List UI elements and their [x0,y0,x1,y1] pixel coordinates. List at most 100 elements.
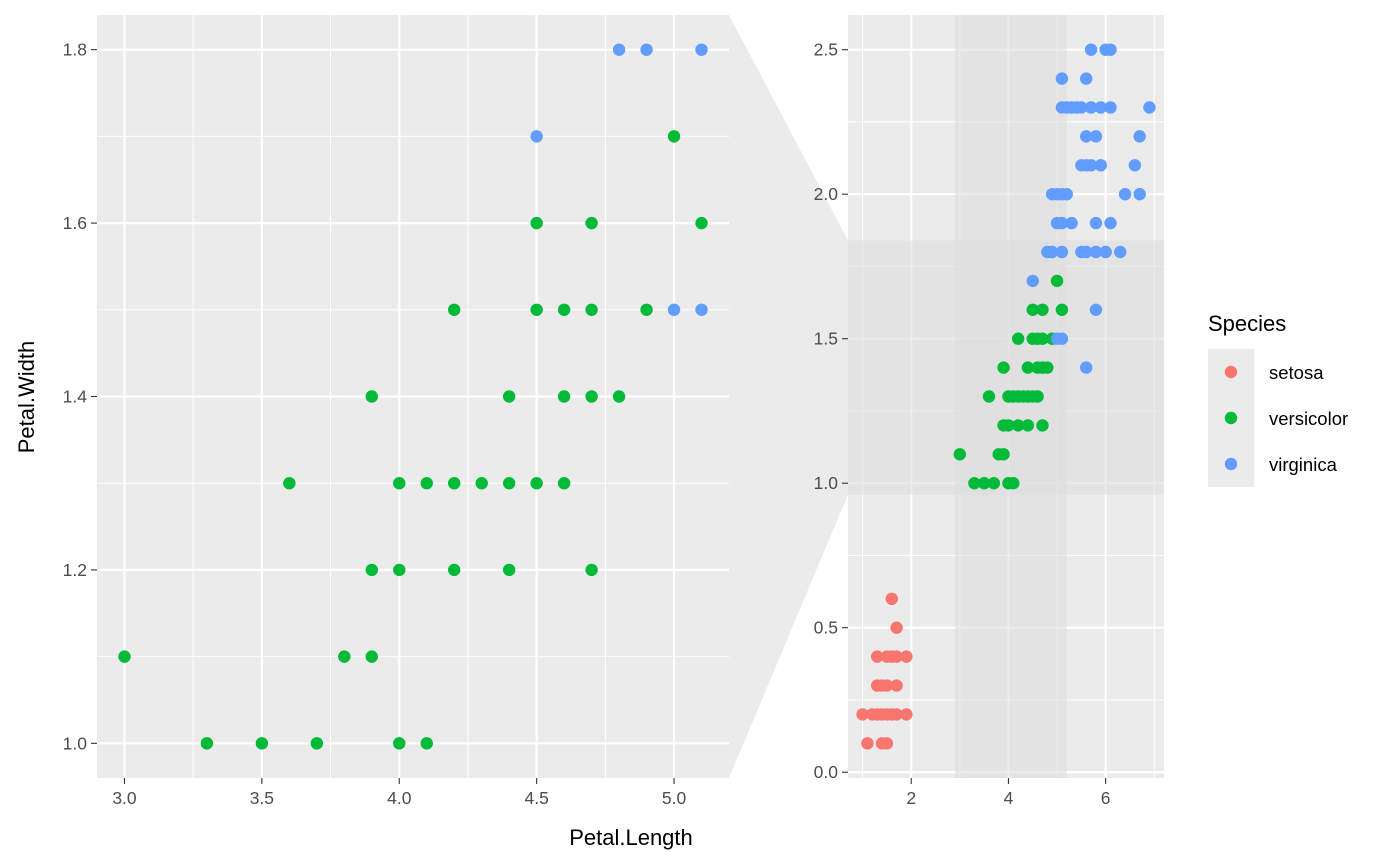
overview-point-setosa [890,708,903,721]
zoomed-point-versicolor [448,303,461,316]
zoomed-point-versicolor [283,477,296,490]
overview-x-tick-label: 6 [1101,788,1111,808]
overview-point-virginica [1080,130,1093,143]
zoomed-x-axis: 3.0 3.5 4.0 4.5 5.0 [112,778,686,808]
zoomed-point-versicolor [365,650,378,663]
overview-y-axis: 0.0 0.5 1.0 1.5 2.0 2.5 [814,40,848,782]
zoomed-point-versicolor [365,563,378,577]
overview-point-setosa [900,708,913,721]
zoomed-point-versicolor [448,563,461,577]
zoomed-point-versicolor [255,737,269,750]
overview-point-versicolor [1011,332,1025,345]
overview-point-versicolor [977,477,991,490]
zoomed-point-versicolor [420,737,433,750]
overview-point-virginica [1133,187,1146,201]
zoomed-y-tick-label: 1.4 [63,387,88,407]
zoomed-panel-grid [97,15,729,778]
legend-label-setosa: setosa [1269,362,1324,383]
zoomed-y-tick-label: 1.8 [63,40,87,60]
overview-point-versicolor [953,448,967,461]
overview-point-setosa [870,650,884,663]
zoomed-point-versicolor [502,477,516,490]
overview-point-setosa [890,679,903,692]
legend-items: setosa versicolor virginica [1224,362,1348,475]
zoomed-x-tick-label: 3.0 [112,788,137,808]
overview-point-virginica [1084,43,1098,56]
zoomed-point-versicolor [365,390,378,403]
legend-label-virginica: virginica [1269,454,1338,475]
overview-point-versicolor [997,361,1010,374]
zoomed-point-versicolor [585,303,598,316]
zoomed-point-versicolor [557,477,571,490]
overview-point-virginica [1104,43,1117,56]
zoomed-point-virginica [640,43,653,56]
overview-point-setosa [856,708,869,721]
overview-x-tick-label: 4 [1004,788,1014,808]
legend-key-virginica [1224,457,1238,471]
overview-x-tick-label: 2 [906,788,916,808]
overview-point-virginica [1055,72,1069,85]
overview-point-versicolor [1002,419,1015,432]
zoomed-point-versicolor [585,216,598,230]
overview-point-virginica [1089,130,1103,143]
overview-point-versicolor [1055,303,1069,316]
zoomed-point-versicolor [200,737,214,750]
overview-point-versicolor [1021,361,1035,374]
overview-y-tick-label: 2.0 [814,184,839,204]
zoomed-y-axis: 1.0 1.2 1.4 1.6 1.8 [63,40,97,753]
overview-point-virginica [1026,274,1039,288]
overview-point-setosa [861,737,874,750]
zoomed-y-tick-label: 1.0 [63,733,88,753]
overview-point-virginica [1065,216,1078,230]
zoomed-point-versicolor [557,390,571,403]
overview-point-virginica [1133,130,1146,143]
zoomed-point-versicolor [585,390,598,403]
zoomed-point-virginica [695,303,708,316]
overview-point-virginica [1099,245,1112,259]
overview-x-axis: 2 4 6 [906,778,1111,808]
zoomed-point-versicolor [393,477,406,490]
overview-point-versicolor [1026,303,1039,316]
overview-point-setosa [890,650,903,663]
legend-title: Species [1208,311,1286,336]
overview-point-virginica [1104,216,1117,230]
overview-point-virginica [1089,216,1103,230]
zoomed-point-versicolor [530,303,543,316]
zoomed-point-versicolor [420,477,433,490]
overview-point-virginica [1094,159,1108,172]
overview-point-setosa [880,679,894,692]
zoomed-point-versicolor [338,650,351,663]
overview-point-versicolor [987,477,1001,490]
overview-point-virginica [1114,245,1127,259]
zoomed-point-versicolor [502,390,516,403]
zoomed-point-versicolor [530,477,543,490]
overview-y-tick-label: 0.5 [814,618,838,638]
overview-point-virginica [1075,101,1088,114]
overview-point-virginica [1080,72,1093,85]
zoomed-point-versicolor [557,303,571,316]
overview-panel: 2 4 6 0.0 0.5 1.0 1.5 2.0 2.5 [814,15,1164,808]
overview-point-virginica [1055,332,1069,345]
overview-point-virginica [1094,101,1108,114]
overview-point-virginica [1118,187,1132,201]
overview-point-virginica [1104,101,1117,114]
overview-point-versicolor [1031,390,1044,403]
zoomed-panel: 3.0 3.5 4.0 4.5 5.0 1.0 1.2 1.4 1.6 1.8 [63,15,729,808]
overview-point-virginica [1089,303,1103,316]
overview-point-versicolor [1036,303,1049,316]
zoomed-point-versicolor [585,563,598,577]
zoomed-point-versicolor [640,303,653,316]
zoomed-point-versicolor [530,216,543,230]
zoomed-y-tick-label: 1.6 [63,213,87,233]
overview-point-virginica [1055,245,1069,259]
overview-point-versicolor [982,390,996,403]
overview-point-versicolor [1036,332,1049,345]
overview-point-virginica [1084,101,1098,114]
zoomed-point-virginica [695,43,708,56]
overview-y-tick-label: 2.5 [814,40,838,60]
y-axis-title: Petal.Width [14,341,39,454]
zoom-connector [729,15,848,778]
overview-point-virginica [1128,159,1142,172]
